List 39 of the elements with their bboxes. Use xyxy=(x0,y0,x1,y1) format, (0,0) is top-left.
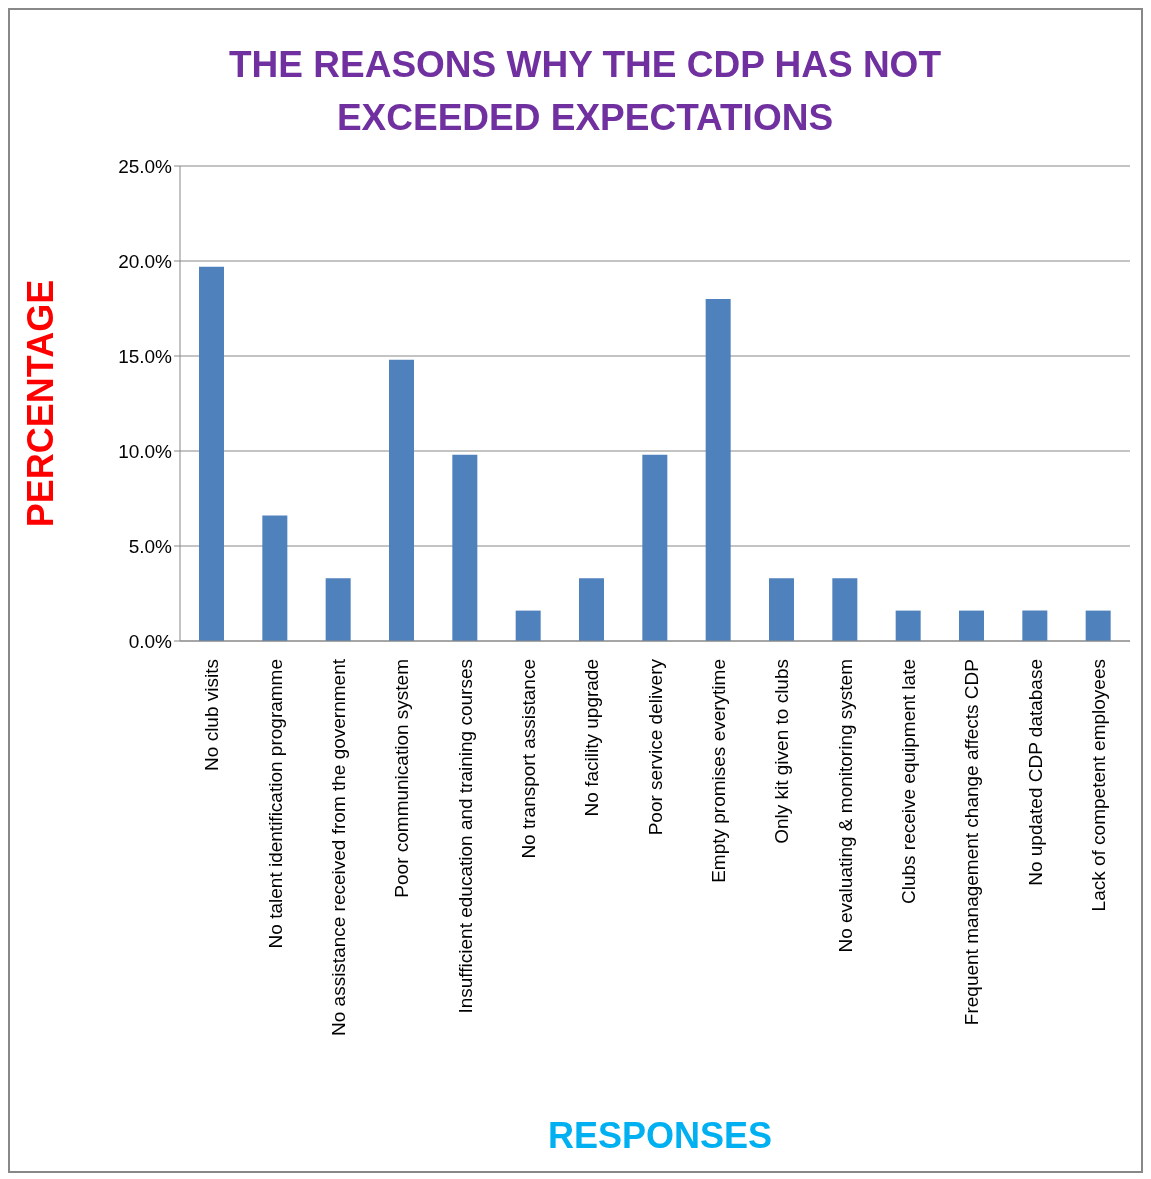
bar xyxy=(1085,610,1111,641)
y-tick-label: 5.0% xyxy=(128,535,173,557)
x-tick-label: Poor service delivery xyxy=(644,658,666,836)
x-tick-label: No facility upgrade xyxy=(581,659,603,817)
bar xyxy=(325,578,351,641)
bar xyxy=(642,454,668,641)
x-tick-label: No evaluating & monitoring system xyxy=(834,659,856,953)
bar xyxy=(1022,610,1048,641)
y-tick-label: 15.0% xyxy=(118,345,173,367)
x-tick-label: No updated CDP database xyxy=(1024,659,1046,886)
y-axis-title: PERCENTAGE xyxy=(19,279,61,528)
x-tick-label: Clubs receive equipment late xyxy=(897,659,919,905)
x-tick-label: No assistance received from the government xyxy=(327,658,349,1037)
y-tick-label: 25.0% xyxy=(118,155,173,177)
x-tick-label: Poor communication system xyxy=(391,659,413,898)
bar xyxy=(769,578,794,641)
x-tick-label: Insufficient education and training courses xyxy=(454,659,476,1014)
bar xyxy=(579,578,604,641)
y-tick-label: 20.0% xyxy=(118,250,173,272)
bar xyxy=(452,454,478,641)
chart-title: THE REASONS WHY THE CDP HAS NOT EXCEEDED EXPECTATIONS xyxy=(228,43,942,140)
bar xyxy=(705,299,731,641)
bar xyxy=(515,610,541,641)
bar xyxy=(895,610,921,641)
bar xyxy=(389,359,414,641)
x-axis-title: RESPONSES xyxy=(546,1115,774,1157)
x-tick-label: No transport assistance xyxy=(517,659,539,859)
x-tick-label: Only kit given to clubs xyxy=(771,659,793,844)
y-tick-label: 10.0% xyxy=(118,440,173,462)
y-tick-label: 0.0% xyxy=(128,630,173,652)
bar xyxy=(199,266,224,641)
x-tick-label: Frequent management change affects CDP xyxy=(961,659,983,1026)
bar xyxy=(959,610,984,641)
bar xyxy=(832,578,858,641)
x-tick-label: Lack of competent employees xyxy=(1087,659,1109,912)
bar xyxy=(262,515,288,641)
x-tick-label: Empty promises everytime xyxy=(707,659,729,883)
x-tick-label: No talent identification programme xyxy=(264,659,286,949)
x-tick-label: No club visits xyxy=(201,659,223,771)
